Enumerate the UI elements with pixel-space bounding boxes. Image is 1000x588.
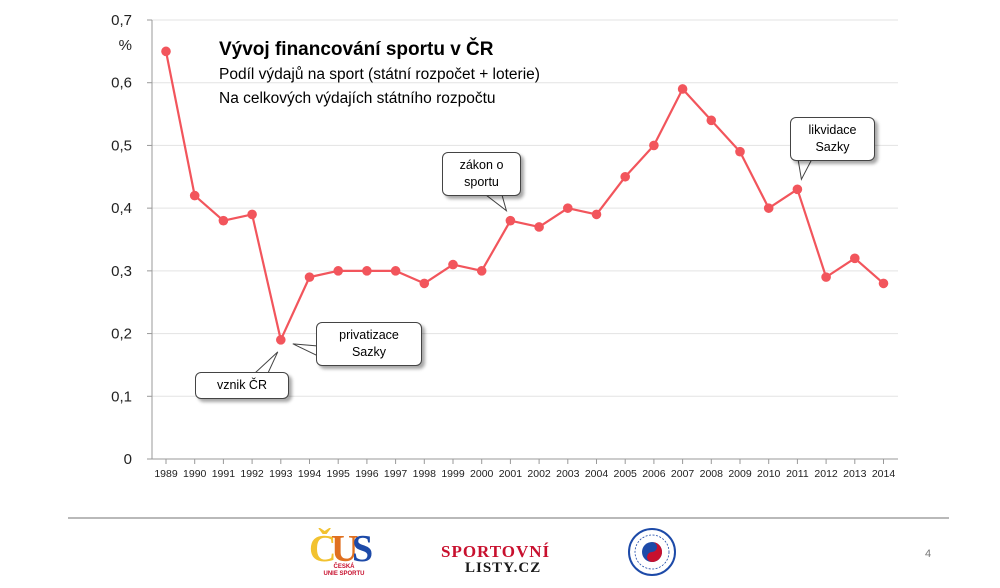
- callout-pointers: [253, 158, 813, 374]
- data-point: [821, 272, 831, 282]
- data-point: [448, 259, 458, 270]
- data-point: [247, 209, 257, 220]
- data-point: [563, 203, 573, 213]
- data-point: [419, 278, 430, 289]
- x-tick-label: 2008: [700, 468, 724, 480]
- data-point: [878, 278, 889, 289]
- data-point: [333, 266, 344, 276]
- data-point: [161, 46, 171, 57]
- callout-vznik-cr: vznik ČR: [195, 372, 289, 399]
- data-point: [534, 222, 544, 232]
- data-point: [591, 209, 602, 220]
- sportovni-listy-logo-line1: SPORTOVNÍ: [441, 542, 551, 561]
- tail-vznik-cr: [253, 351, 279, 374]
- data-point: [390, 266, 401, 276]
- footer-divider: [68, 517, 949, 519]
- x-tick-label: 1998: [413, 468, 437, 480]
- x-tick-label: 1996: [355, 468, 379, 480]
- x-tick-label: 2006: [642, 468, 666, 480]
- data-point: [218, 215, 229, 226]
- chart-subtitle-1: Podíl výdajů na sport (státní rozpočet +…: [219, 66, 540, 83]
- data-point: [792, 184, 803, 195]
- data-point: [677, 84, 688, 94]
- chart-subtitle-2: Na celkových výdajích státního rozpočtu: [219, 90, 496, 107]
- data-point: [649, 140, 659, 151]
- data-point: [476, 266, 487, 276]
- x-tick-label: 2004: [585, 468, 609, 480]
- x-tick-label: 2009: [728, 468, 752, 480]
- series-line-path: [164, 51, 885, 341]
- sports-union-seal-icon: [628, 528, 676, 576]
- x-tick-label: 2014: [872, 468, 896, 480]
- y-tick-label: 0,6: [111, 75, 132, 92]
- x-tick-label: 1992: [240, 468, 264, 480]
- x-tick-label: 1994: [298, 468, 322, 480]
- tail-privatizace-sazky: [292, 343, 319, 357]
- x-tick-label: 2002: [527, 468, 551, 480]
- axes: [147, 19, 898, 464]
- x-tick-label: 2005: [614, 468, 638, 480]
- x-tick-label: 1991: [212, 468, 236, 480]
- x-tick-label: 2000: [470, 468, 494, 480]
- page-number: 4: [925, 548, 932, 560]
- series-line: [164, 51, 885, 341]
- x-tick-label: 1990: [183, 468, 207, 480]
- callout-privatizace-sazky: privatizace Sazky: [316, 322, 422, 366]
- data-point: [276, 335, 286, 345]
- data-point: [189, 190, 200, 201]
- x-tick-label: 2003: [556, 468, 580, 480]
- y-axis-unit-label: %: [119, 37, 132, 54]
- y-tick-label: 0,5: [111, 137, 132, 154]
- x-tick-label: 1989: [154, 468, 178, 480]
- y-tick-label: 0,1: [111, 388, 132, 405]
- data-point: [763, 203, 774, 213]
- x-tick-labels: 1989 1990 1991 1992 1993 1994 1995 1996 1997 1998…: [154, 468, 895, 480]
- y-tick-label: 0,3: [111, 263, 132, 280]
- callout-likvidace-sazky: likvidace Sazky: [790, 117, 875, 161]
- x-tick-label: 1995: [327, 468, 351, 480]
- y-tick-labels: 0 0,1 0,2 0,3 0,4 0,5 0,6 0,7%: [111, 12, 132, 468]
- sportovni-listy-logo-line2: LISTY.CZ: [465, 560, 542, 576]
- data-point: [620, 171, 630, 182]
- data-point: [706, 115, 717, 126]
- x-tick-label: 2013: [843, 468, 867, 480]
- y-tick-label: 0,4: [111, 200, 132, 217]
- x-tick-label: 1999: [441, 468, 465, 480]
- x-tick-label: 2007: [671, 468, 695, 480]
- tail-likvidace-sazky: [797, 158, 813, 181]
- y-tick-label: 0: [124, 451, 132, 468]
- x-tick-label: 2012: [814, 468, 838, 480]
- chart-title: Vývoj financování sportu v ČR: [219, 39, 494, 60]
- data-point: [362, 266, 372, 276]
- svg-text:U: U: [331, 528, 358, 566]
- cus-logo: Č U S: [309, 528, 373, 566]
- x-tick-label: 1993: [269, 468, 293, 480]
- x-tick-label: 2010: [757, 468, 781, 480]
- data-point: [505, 215, 516, 226]
- y-tick-label: 0,2: [111, 326, 132, 343]
- cus-logo-caption: ČESKÁ UNIE SPORTU: [323, 564, 365, 577]
- x-tick-label: 1997: [384, 468, 408, 480]
- x-tick-label: 2001: [499, 468, 523, 480]
- svg-text:S: S: [352, 528, 373, 566]
- series-points: [161, 46, 889, 345]
- data-point: [735, 146, 745, 157]
- svg-text:Č: Č: [309, 528, 336, 566]
- data-point: [304, 272, 315, 282]
- data-point: [850, 253, 860, 264]
- y-tick-label: 0,7: [111, 12, 132, 29]
- callout-zakon-o-sportu: zákon o sportu: [442, 152, 521, 196]
- x-tick-label: 2011: [786, 468, 809, 480]
